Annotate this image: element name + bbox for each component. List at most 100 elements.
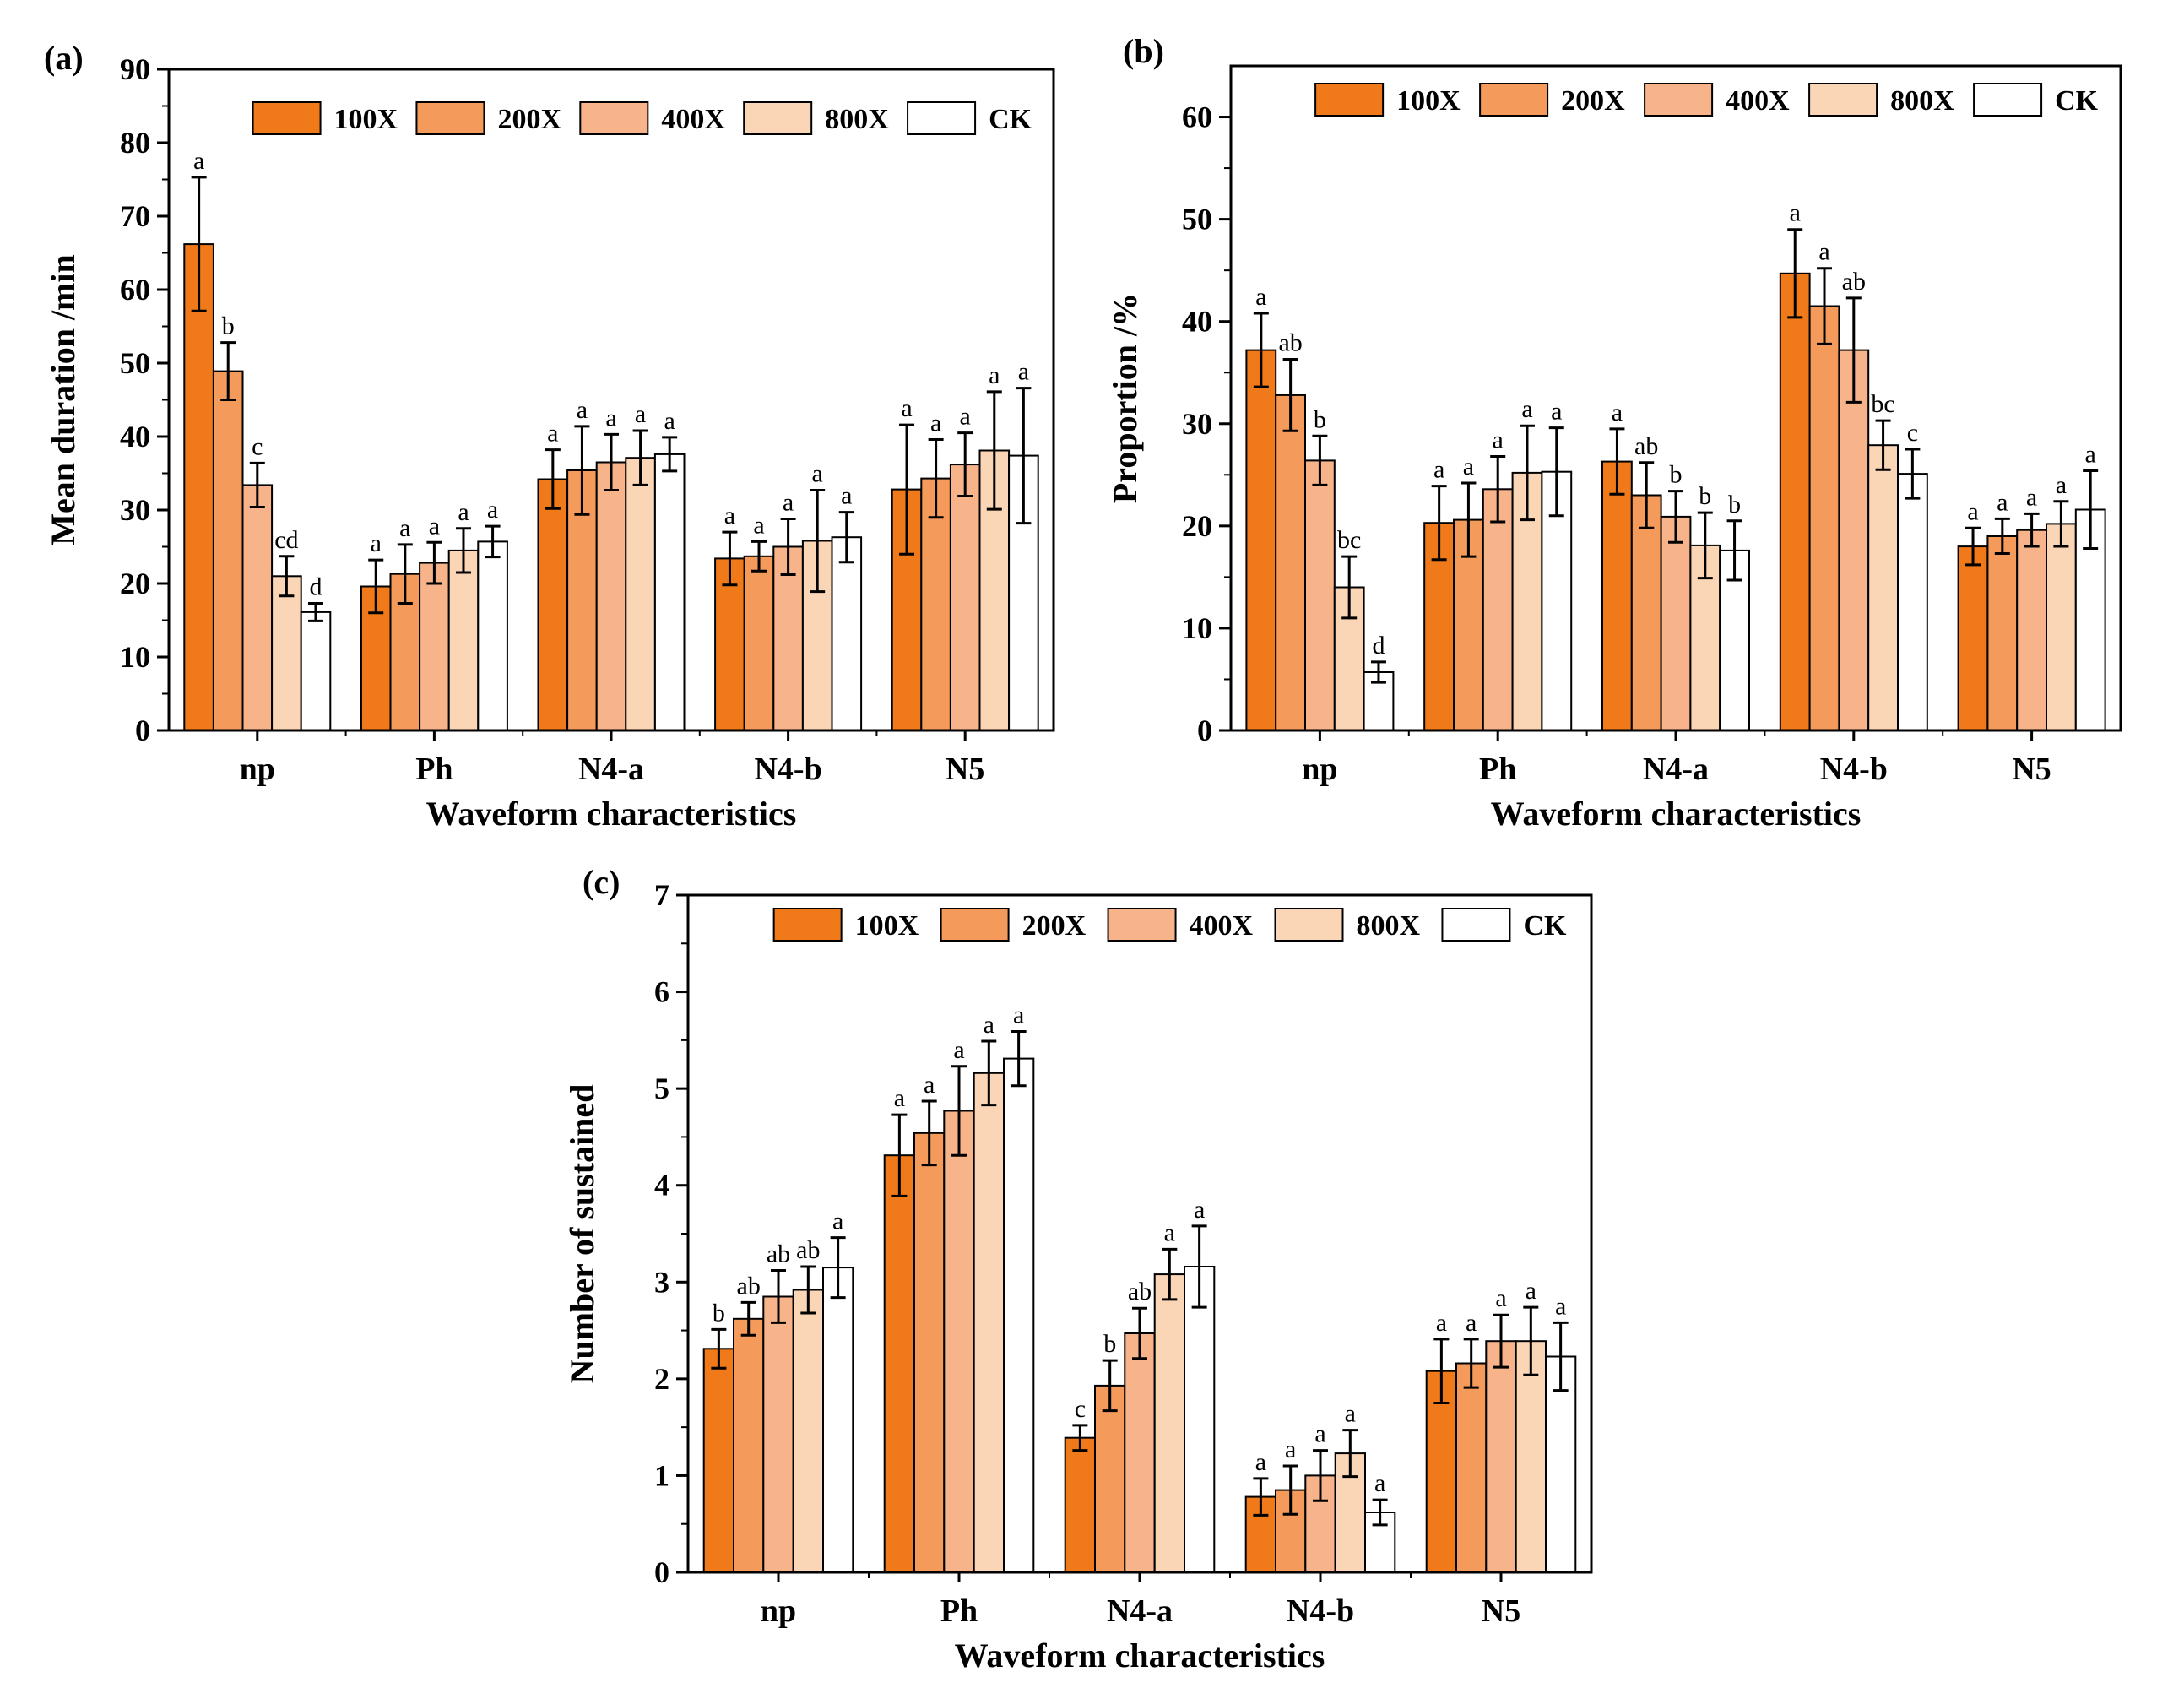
x-category-label: np [240, 752, 275, 787]
y-tick-label: 7 [654, 878, 669, 912]
significance-letter: a [812, 460, 823, 488]
significance-letter: a [547, 420, 558, 448]
legend-label: 800X [1357, 910, 1421, 942]
bar [1184, 1266, 1216, 1573]
bar [2016, 529, 2047, 732]
significance-letter: b [222, 312, 235, 340]
significance-letter: a [193, 147, 204, 175]
y-tick-label: 6 [654, 975, 669, 1009]
x-axis-label: Waveform characteristics [955, 1636, 1325, 1674]
y-tick-label: 20 [120, 567, 150, 600]
bar [271, 575, 302, 731]
significance-letter: ab [796, 1236, 820, 1264]
bar [241, 484, 274, 732]
y-tick-label: 5 [654, 1072, 669, 1105]
bar [949, 464, 981, 731]
significance-letter: a [989, 361, 1000, 389]
significance-letter: a [1463, 453, 1474, 480]
significance-letter: a [1314, 1420, 1325, 1448]
y-tick-label: 10 [1182, 611, 1212, 645]
bar [212, 370, 244, 731]
legend-swatch [1274, 908, 1344, 942]
significance-letter: a [399, 514, 410, 542]
bar [792, 1289, 825, 1573]
significance-letter: a [2085, 440, 2096, 468]
significance-letter: a [953, 1036, 964, 1064]
significance-letter: a [930, 409, 941, 437]
bar [1986, 535, 2019, 731]
bar [183, 243, 214, 732]
bar [1003, 1057, 1035, 1573]
bar [1660, 515, 1692, 732]
significance-letter: b [713, 1299, 725, 1327]
significance-letter: d [309, 573, 322, 600]
chart-panel-3: (c)bacaaababaaabaabaaabaaaaaaaaa01234567… [563, 863, 1593, 1674]
significance-letter: a [1967, 497, 1978, 525]
significance-letter: bc [1871, 390, 1894, 418]
legend-swatch [772, 908, 843, 942]
legend-label: CK [989, 104, 1032, 135]
significance-letter: c [252, 432, 263, 460]
y-tick-label: 80 [120, 126, 150, 160]
significance-letter: b [1699, 482, 1711, 510]
bar [913, 1132, 946, 1574]
legend-label: CK [2055, 85, 2099, 117]
x-category-label: N4-b [754, 752, 821, 787]
significance-letter: a [1285, 1436, 1296, 1463]
legend-swatch [415, 101, 485, 135]
legend-swatch [1107, 908, 1177, 942]
significance-letter: a [1345, 1400, 1356, 1428]
legend-label: 200X [497, 104, 561, 135]
chart-panel-2: (b)aaaaaabaabaababababcabbcadabca0102030… [1106, 32, 2122, 833]
x-category-label: N5 [2012, 752, 2051, 787]
significance-letter: c [1075, 1395, 1086, 1423]
legend-swatch [1808, 83, 1878, 117]
bar [1838, 349, 1870, 731]
significance-letter: a [724, 502, 735, 529]
significance-letter: c [1907, 419, 1918, 447]
bar [822, 1267, 854, 1573]
x-category-label: Ph [1479, 752, 1516, 787]
x-axis-label: Waveform characteristics [426, 795, 797, 833]
significance-letter: a [1436, 1309, 1447, 1337]
legend-label: 400X [1726, 85, 1790, 117]
x-axis-label: Waveform characteristics [1491, 795, 1862, 833]
bar [1482, 488, 1514, 731]
bar [537, 478, 569, 731]
bar [1245, 349, 1277, 731]
bar [625, 457, 656, 731]
significance-letter: a [487, 496, 498, 524]
bar [300, 611, 332, 732]
legend-label: 400X [661, 104, 725, 135]
bar [1808, 305, 1840, 731]
legend-swatch [1314, 83, 1385, 117]
bar [1275, 394, 1306, 731]
significance-letter: a [1526, 1277, 1536, 1305]
legend-swatch [1644, 83, 1714, 117]
significance-letter: b [1728, 491, 1741, 518]
significance-letter: ab [1634, 432, 1658, 460]
bar [973, 1072, 1005, 1574]
x-category-label: N4-b [1287, 1593, 1354, 1629]
y-tick-label: 0 [654, 1555, 669, 1589]
chart-panel-1: (a)aaaaabaaaacaaaacdaaaadaaaa01020304050… [44, 39, 1055, 833]
y-tick-label: 70 [120, 199, 150, 233]
significance-letter: ab [1278, 328, 1302, 356]
significance-letter: a [753, 511, 764, 539]
bar [447, 549, 480, 732]
bar [1545, 1355, 1577, 1573]
y-tick-label: 10 [120, 640, 150, 674]
significance-letter: a [1521, 395, 1532, 423]
significance-letter: a [429, 512, 440, 540]
significance-letter: a [832, 1208, 843, 1235]
y-tick-label: 4 [654, 1169, 669, 1202]
significance-letter: a [1164, 1219, 1175, 1246]
legend-label: 400X [1190, 910, 1254, 942]
bar [1897, 473, 1928, 731]
y-tick-label: 90 [120, 52, 150, 86]
y-axis-label: Mean duration /min [44, 254, 82, 545]
x-category-label: Ph [940, 1593, 978, 1629]
y-tick-label: 0 [135, 714, 150, 747]
x-category-label: N4-a [1107, 1593, 1173, 1629]
